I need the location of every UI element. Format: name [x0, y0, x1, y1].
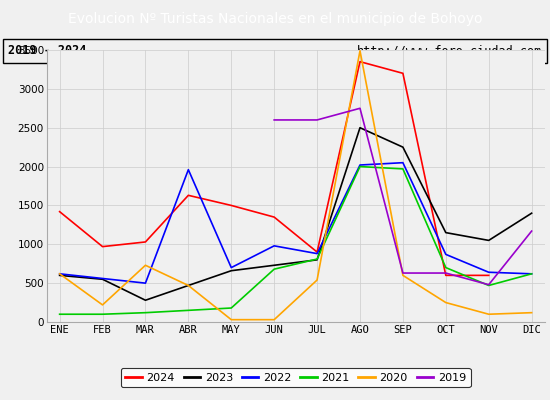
Legend: 2024, 2023, 2022, 2021, 2020, 2019: 2024, 2023, 2022, 2021, 2020, 2019 [121, 368, 470, 387]
Text: Evolucion Nº Turistas Nacionales en el municipio de Bohoyo: Evolucion Nº Turistas Nacionales en el m… [68, 12, 482, 26]
Text: 2019 - 2024: 2019 - 2024 [8, 44, 87, 58]
Text: http://www.foro-ciudad.com: http://www.foro-ciudad.com [356, 44, 542, 58]
